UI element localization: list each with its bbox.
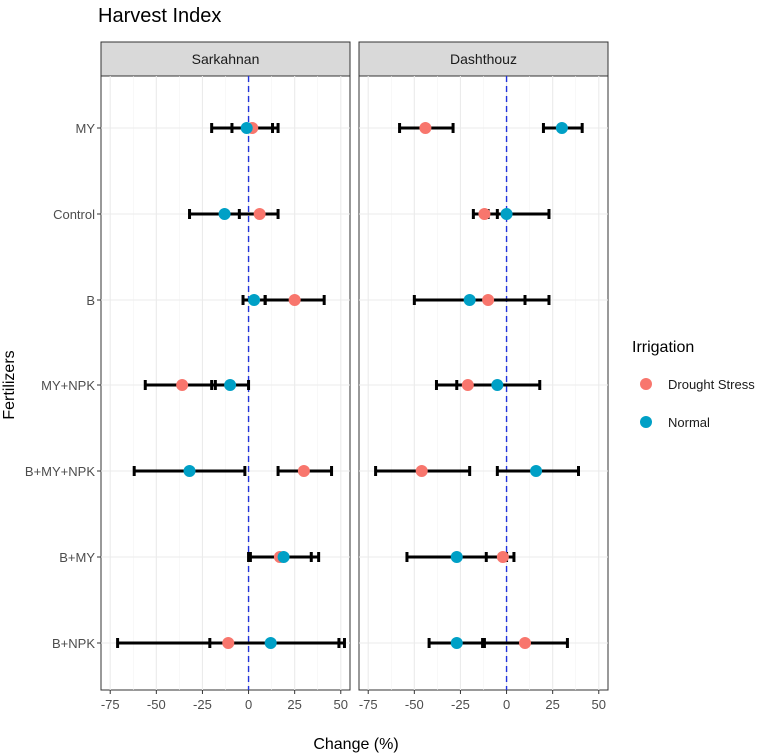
x-tick-label: -25 [193,697,212,712]
data-point [555,122,568,134]
data-point [248,294,261,306]
data-point [277,551,290,563]
legend: Irrigation Drought Stress Normal [632,339,755,430]
data-point [415,465,428,477]
data-point [288,294,301,306]
legend-label-drought-stress: Drought Stress [668,377,755,392]
y-tick-label-b: B [86,293,95,308]
x-axis-tick-labels-dashthouz: -75 -50 -25 0 25 50 [359,697,606,712]
data-point [224,379,237,391]
facet-strip [358,41,609,77]
data-point [176,379,189,391]
facet-strip [100,41,351,77]
data-point [496,551,509,563]
y-tick-label-b-my-npk: B+MY+NPK [25,464,95,479]
data-point [519,637,531,649]
data-point [482,294,495,306]
data-point [419,122,432,134]
y-tick-label-my: MY [76,121,96,136]
x-tick-label: 50 [592,697,606,712]
x-axis-title: Change (%) [313,736,398,753]
data-point [450,551,463,563]
data-point [264,637,277,649]
x-tick-label: -75 [359,697,378,712]
data-point [450,637,463,649]
data-point [253,208,266,220]
data-point [240,122,253,134]
panels [97,41,609,694]
data-point [183,465,196,477]
x-tick-label: 25 [545,697,559,712]
data-point [222,637,235,649]
legend-label-normal: Normal [668,415,710,430]
y-tick-label-b-my: B+MY [59,550,95,565]
data-point [478,208,491,220]
x-axis-tick-labels-sarkahnan: -75 -50 -25 0 25 50 [101,697,348,712]
x-tick-label: 25 [287,697,301,712]
y-tick-label-control: Control [53,207,95,222]
y-tick-label-b-npk: B+NPK [52,636,95,651]
data-point [218,208,231,220]
x-tick-label: -50 [405,697,424,712]
x-tick-label: 50 [334,697,348,712]
chart-title: Harvest Index [98,5,221,27]
facet-strip-label-sarkahnan: Sarkahnan [192,51,260,67]
y-axis-title: Fertilizers [1,350,18,419]
x-tick-label: -75 [101,697,120,712]
x-tick-label: -50 [147,697,166,712]
y-tick-label-my-npk: MY+NPK [41,378,95,393]
data-point [297,465,310,477]
data-point [491,379,504,391]
legend-key-drought-stress [640,378,652,390]
legend-key-normal [640,416,652,428]
data-point [530,465,543,477]
x-tick-label: 0 [503,697,510,712]
x-tick-label: 0 [245,697,252,712]
y-axis-tick-labels: MY Control B MY+NPK B+MY+NPK B+MY B+NPK [25,121,95,651]
facet-strip-label-dashthouz: Dashthouz [450,51,517,67]
legend-title: Irrigation [632,339,694,356]
data-marks [116,122,584,649]
data-point [463,294,476,306]
x-tick-label: -25 [451,697,470,712]
data-point [500,208,513,220]
data-point [461,379,474,391]
